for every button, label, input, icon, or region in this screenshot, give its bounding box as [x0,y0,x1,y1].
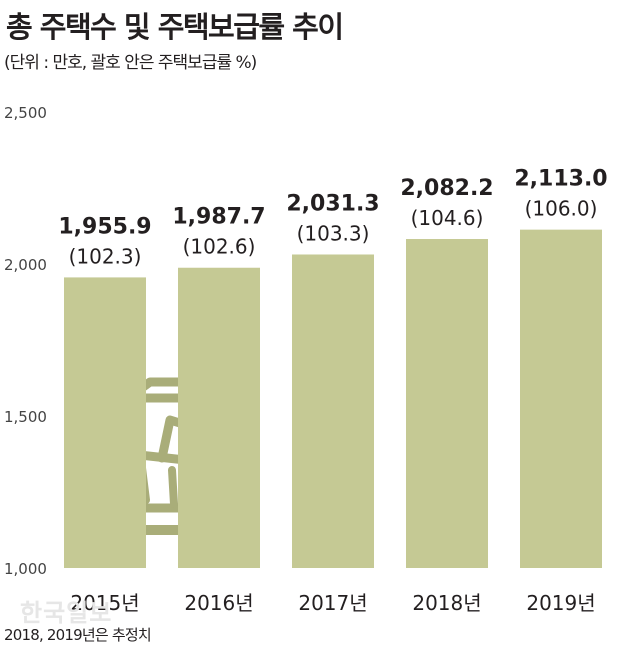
chart-title: 총 주택수 및 주택보급률 추이 [6,10,344,44]
bar-value-label: 1,955.9 [58,214,151,239]
y-axis-ticks: 1,000 1,500 2,000 2,500 [4,104,47,578]
bar-ratio-label: (102.6) [183,235,256,259]
x-tick-label: 2017년 [298,591,367,615]
bar-value-label: 2,082.2 [400,176,493,201]
bar-value-label: 2,113.0 [514,167,607,192]
bar-ratio-label: (106.0) [525,197,598,221]
y-tick-label: 2,000 [4,256,47,274]
footnote: 2018, 2019년은 추정치 [4,626,152,644]
y-tick-label: 1,000 [4,560,47,578]
bar-series [64,229,602,568]
bar [406,239,488,568]
x-tick-label: 2019년 [526,591,595,615]
y-tick-label: 1,500 [4,408,47,426]
bar [520,229,602,568]
ratio-labels: (102.3) (102.6) (103.3) (104.6) (106.0) [69,197,598,269]
x-axis-labels: 2015년 2016년 2017년 2018년 2019년 [70,591,595,615]
watermark-credit: 한국일보 [20,599,113,627]
bar-value-label: 1,987.7 [172,205,265,230]
bar [178,267,260,568]
x-tick-label: 2018년 [412,591,481,615]
x-tick-label: 2015년 [70,591,139,615]
bar [292,254,374,568]
bar-ratio-label: (102.3) [69,244,142,268]
bar-ratio-label: (103.3) [297,221,370,245]
bar-ratio-label: (104.6) [411,206,484,230]
x-tick-label: 2016년 [184,591,253,615]
value-labels: 1,955.9 1,987.7 2,031.3 2,082.2 2,113.0 [58,167,607,240]
bar-value-label: 2,031.3 [286,191,379,216]
bar [64,277,146,568]
chart-subtitle: (단위 : 만호, 괄호 안은 주택보급률 %) [4,53,257,73]
y-tick-label: 2,500 [4,104,47,122]
